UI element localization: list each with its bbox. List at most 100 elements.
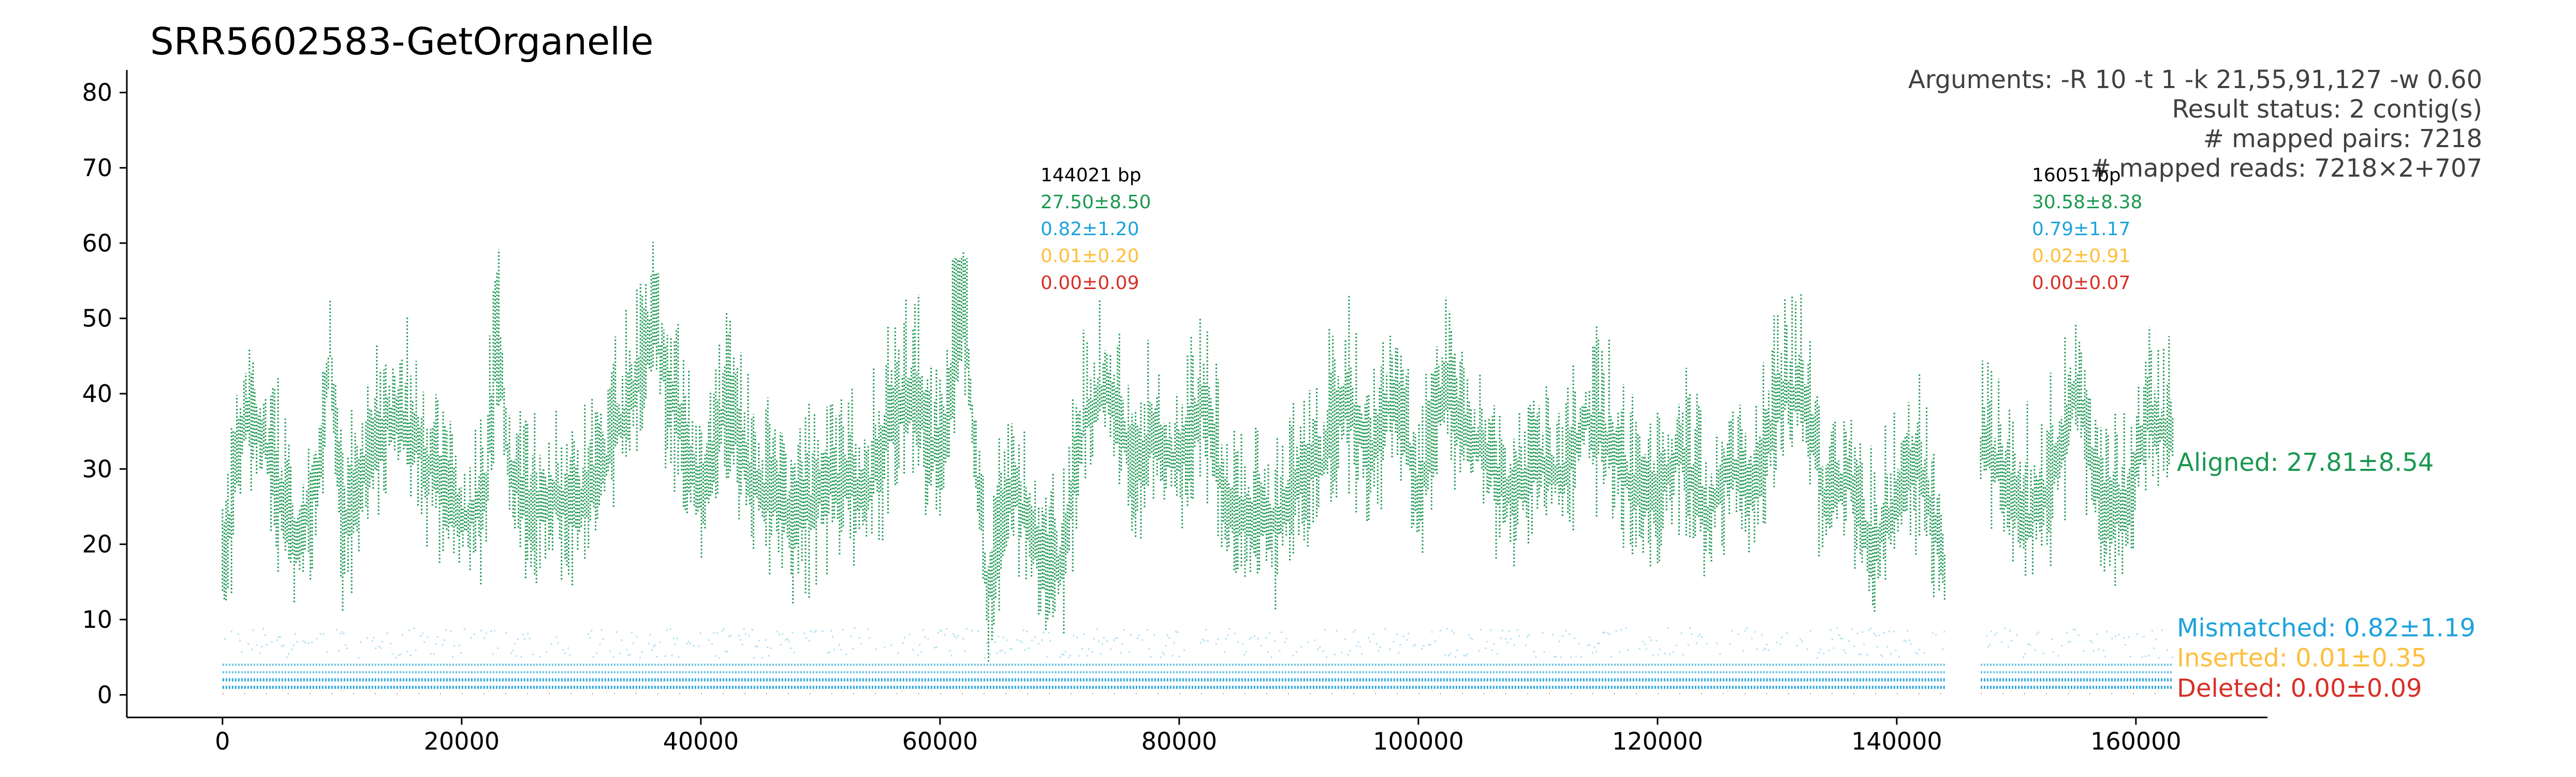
mismatched-point	[687, 641, 690, 643]
mismatched-point	[1285, 638, 1287, 640]
mismatched-point	[1580, 656, 1582, 658]
mismatched-point	[2125, 644, 2127, 646]
mismatched-point	[1435, 640, 1437, 642]
mismatched-point	[1267, 651, 1269, 653]
mismatched-point	[2042, 652, 2044, 654]
mismatched-point	[458, 644, 460, 646]
mismatched-point	[656, 656, 658, 658]
mismatched-point	[1326, 656, 1328, 658]
mismatched-point	[1619, 651, 1621, 653]
mismatched-point	[277, 636, 280, 638]
contig-1-deleted: 0.00±0.07	[2032, 272, 2130, 294]
x-tick-label: 20000	[424, 727, 500, 755]
mismatched-point	[827, 652, 829, 654]
mismatched-point	[1376, 643, 1378, 645]
mismatched-point	[649, 634, 651, 636]
mismatched-point	[612, 656, 614, 658]
mismatched-point	[1490, 629, 1492, 631]
mismatched-point	[890, 644, 892, 646]
mismatched-point	[1886, 646, 1889, 648]
mismatched-point	[909, 634, 911, 636]
mismatched-point	[276, 639, 278, 641]
mismatched-point	[1569, 633, 1571, 635]
mismatched-point	[1165, 644, 1167, 646]
mismatched-point	[1866, 654, 1868, 656]
mismatched-point	[1528, 634, 1530, 636]
mismatched-point	[1908, 639, 1910, 641]
mismatched-point	[1280, 631, 1282, 634]
mismatched-point	[2151, 629, 2153, 631]
mismatched-point	[2024, 653, 2026, 655]
mismatched-point	[832, 636, 834, 638]
mismatched-point	[1061, 653, 1063, 655]
mismatched-point	[664, 655, 666, 657]
mismatched-point	[1141, 639, 1144, 641]
mismatched-point	[1106, 640, 1108, 642]
mismatched-point	[1776, 642, 1778, 644]
mismatched-point	[1471, 639, 1473, 641]
mismatched-point	[1414, 643, 1416, 645]
mismatched-point	[1384, 628, 1386, 630]
mismatched-point	[1227, 634, 1229, 636]
mismatched-point	[711, 643, 713, 645]
mismatched-point	[937, 631, 939, 634]
mismatched-point	[768, 655, 770, 657]
mismatched-point	[714, 655, 716, 657]
mismatched-point	[326, 651, 328, 653]
mismatched-point	[1761, 634, 1763, 636]
mismatched-point	[596, 652, 598, 654]
mismatched-point	[442, 644, 444, 646]
mismatched-point	[854, 627, 856, 629]
mismatched-point	[1064, 651, 1066, 653]
mismatched-point	[1525, 644, 1527, 646]
mismatched-point	[2007, 645, 2009, 648]
mismatched-point	[1836, 627, 1838, 629]
mismatched-point	[1610, 656, 1612, 658]
mismatched-point	[371, 640, 373, 642]
mismatched-point	[1642, 641, 1644, 643]
mismatched-point	[2161, 629, 2163, 631]
mismatched-point	[755, 645, 757, 648]
mismatched-point	[1806, 648, 1808, 650]
mismatched-point	[805, 637, 807, 639]
mismatched-point	[1552, 634, 1554, 636]
mismatched-point	[939, 629, 941, 631]
mismatched-point	[2129, 655, 2131, 657]
mismatched-point	[725, 650, 727, 652]
mismatched-point	[723, 628, 725, 630]
mismatched-point	[996, 652, 998, 654]
mismatched-point	[1070, 654, 1072, 656]
mismatched-point	[1644, 643, 1646, 645]
mismatched-point	[964, 650, 966, 652]
mismatched-point	[421, 632, 423, 635]
mismatched-point	[631, 631, 633, 634]
mismatched-point	[1989, 644, 1991, 646]
mismatched-point	[1935, 634, 1937, 636]
mismatched-point	[286, 656, 288, 658]
mismatched-point	[1116, 637, 1118, 639]
mismatched-point	[1016, 639, 1018, 641]
mismatched-point	[1348, 654, 1350, 656]
mismatched-point	[813, 631, 815, 633]
mismatched-point	[1121, 643, 1123, 645]
mismatched-point	[253, 629, 255, 631]
mismatched-point	[616, 631, 618, 633]
mismatched-point	[1225, 638, 1227, 640]
mismatched-point	[845, 653, 847, 655]
mismatched-point	[492, 653, 494, 655]
y-tick-label: 60	[82, 229, 112, 257]
mismatched-point	[927, 638, 929, 640]
mismatched-point	[651, 649, 653, 651]
mismatched-point	[510, 652, 513, 654]
mismatched-point	[1562, 635, 1564, 637]
mismatched-point	[1907, 630, 1909, 632]
mismatched-point	[753, 657, 755, 659]
mismatched-point	[497, 647, 499, 649]
mismatched-point	[941, 630, 943, 632]
mismatched-point	[366, 637, 368, 639]
mismatched-point	[1675, 644, 1677, 646]
mismatched-point	[1560, 656, 1562, 658]
mismatched-point	[1081, 648, 1083, 650]
mismatched-point	[1496, 653, 1498, 655]
